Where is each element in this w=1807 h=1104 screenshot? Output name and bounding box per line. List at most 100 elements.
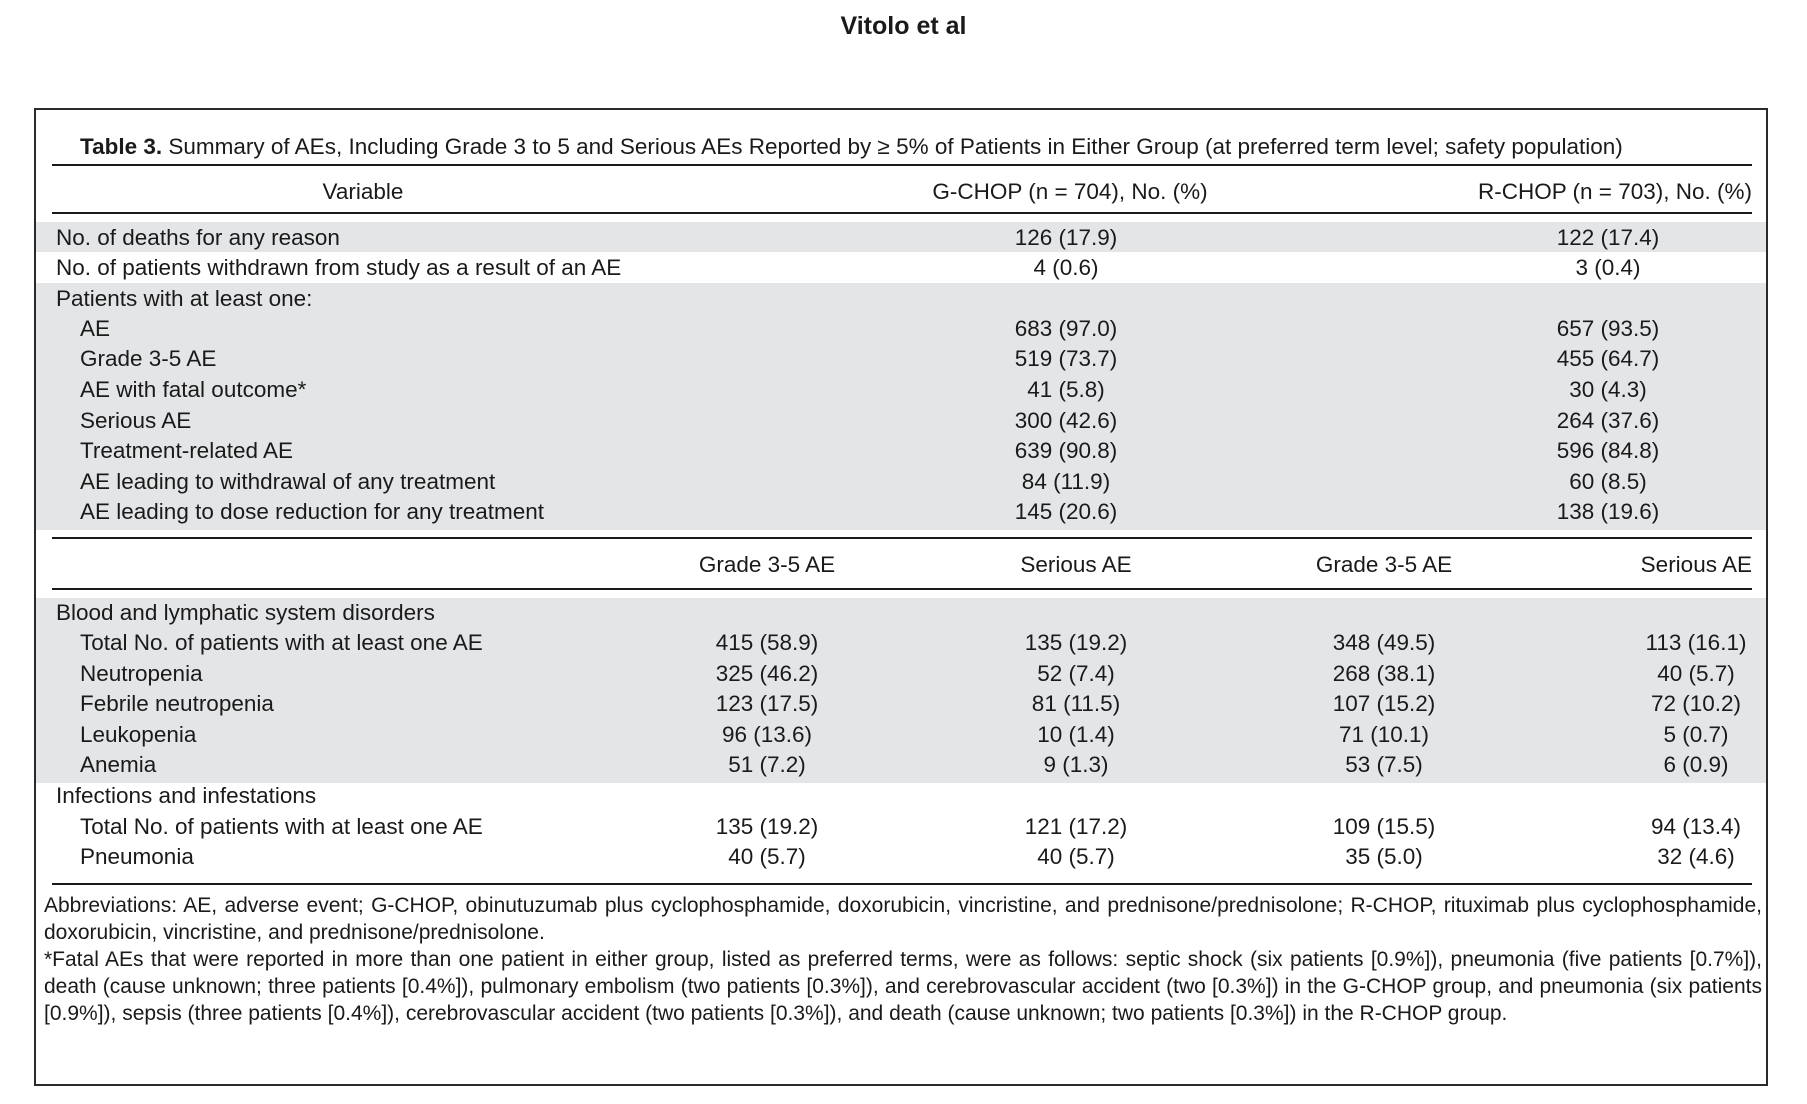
- table-row: AE 683 (97.0) 657 (93.5): [0, 314, 1807, 344]
- cell-gchop-serious: 81 (11.5): [1031, 691, 1121, 716]
- cell-rchop-serious: 6 (0.9): [1663, 752, 1729, 777]
- header-row-1: Variable G-CHOP (n = 704), No. (%) R-CHO…: [0, 177, 1807, 207]
- cell-rchop: 60 (8.5): [1569, 469, 1647, 494]
- cell-rchop-grade: 109 (15.5): [1332, 814, 1436, 839]
- cell-gchop-serious: 121 (17.2): [1024, 814, 1128, 839]
- shade-band-patients: [36, 283, 1766, 530]
- shade-band-blood: [36, 598, 1766, 783]
- cell-rchop-grade: 53 (7.5): [1345, 752, 1423, 777]
- cell-gchop-grade: 40 (5.7): [728, 844, 806, 869]
- row-label: Serious AE: [80, 408, 192, 433]
- table-row: No. of patients withdrawn from study as …: [0, 253, 1807, 283]
- cell-gchop-grade: 135 (19.2): [715, 814, 819, 839]
- cell-gchop-serious: 52 (7.4): [1037, 661, 1115, 686]
- table-row: Neutropenia 325 (46.2) 52 (7.4) 268 (38.…: [0, 659, 1807, 689]
- cell-rchop: 657 (93.5): [1556, 316, 1660, 341]
- cell-rchop: 455 (64.7): [1556, 346, 1660, 371]
- rule-top: [52, 164, 1752, 166]
- table-row: AE with fatal outcome* 41 (5.8) 30 (4.3): [0, 375, 1807, 405]
- cell-rchop: 122 (17.4): [1556, 225, 1660, 250]
- row-label: Treatment-related AE: [80, 438, 294, 463]
- row-label: No. of deaths for any reason: [56, 225, 340, 250]
- cell-gchop: 126 (17.9): [1014, 225, 1118, 250]
- table-row: Grade 3-5 AE 519 (73.7) 455 (64.7): [0, 344, 1807, 374]
- col-header-rchop-grade: Grade 3-5 AE: [1315, 552, 1453, 577]
- table-row: AE leading to dose reduction for any tre…: [0, 497, 1807, 527]
- table-row: AE leading to withdrawal of any treatmen…: [0, 467, 1807, 497]
- cell-rchop-serious: 40 (5.7): [1657, 661, 1735, 686]
- cell-gchop: 41 (5.8): [1027, 377, 1105, 402]
- rule-header1: [52, 212, 1752, 214]
- section-row: Blood and lymphatic system disorders: [0, 598, 1807, 628]
- rule-bottom: [52, 883, 1752, 885]
- cell-rchop: 30 (4.3): [1569, 377, 1647, 402]
- table-row: Febrile neutropenia 123 (17.5) 81 (11.5)…: [0, 689, 1807, 719]
- cell-rchop: 138 (19.6): [1556, 499, 1660, 524]
- table-frame: [34, 108, 1768, 1086]
- row-label: AE leading to dose reduction for any tre…: [80, 499, 545, 524]
- table-row: No. of deaths for any reason 126 (17.9) …: [0, 223, 1807, 253]
- row-label: AE with fatal outcome*: [80, 377, 307, 402]
- row-label: Total No. of patients with at least one …: [80, 630, 483, 655]
- cell-rchop-serious: 72 (10.2): [1650, 691, 1742, 716]
- row-label: AE: [80, 316, 111, 341]
- row-label: Leukopenia: [80, 722, 197, 747]
- cell-rchop-grade: 71 (10.1): [1338, 722, 1430, 747]
- col-header-gchop-serious: Serious AE: [1020, 552, 1132, 577]
- cell-rchop-serious: 5 (0.7): [1663, 722, 1729, 747]
- table-row: Patients with at least one:: [0, 284, 1807, 314]
- table-footnotes: Abbreviations: AE, adverse event; G-CHOP…: [44, 892, 1762, 1027]
- footnote-abbreviations: Abbreviations: AE, adverse event; G-CHOP…: [44, 894, 1762, 944]
- cell-gchop-serious: 9 (1.3): [1043, 752, 1109, 777]
- cell-rchop-grade: 35 (5.0): [1345, 844, 1423, 869]
- row-label: Grade 3-5 AE: [80, 346, 217, 371]
- cell-gchop-grade: 415 (58.9): [715, 630, 819, 655]
- cell-rchop-serious: 32 (4.6): [1657, 844, 1735, 869]
- cell-gchop-serious: 135 (19.2): [1024, 630, 1128, 655]
- cell-rchop: 264 (37.6): [1556, 408, 1660, 433]
- section-row: Infections and infestations: [0, 781, 1807, 811]
- cell-rchop-serious: 113 (16.1): [1645, 630, 1747, 655]
- table-label: Table 3.: [80, 134, 163, 159]
- cell-rchop-grade: 348 (49.5): [1332, 630, 1436, 655]
- row-label: Pneumonia: [80, 844, 194, 869]
- col-header-rchop: R-CHOP (n = 703), No. (%): [1477, 179, 1752, 204]
- table-caption: Table 3. Summary of AEs, Including Grade…: [80, 134, 1623, 160]
- cell-gchop-serious: 40 (5.7): [1037, 844, 1115, 869]
- cell-gchop-grade: 325 (46.2): [715, 661, 819, 686]
- cell-gchop: 683 (97.0): [1014, 316, 1118, 341]
- cell-gchop-grade: 123 (17.5): [715, 691, 819, 716]
- row-label: Total No. of patients with at least one …: [80, 814, 483, 839]
- table-row: Total No. of patients with at least one …: [0, 812, 1807, 842]
- row-label: Neutropenia: [80, 661, 203, 686]
- cell-gchop-grade: 96 (13.6): [721, 722, 813, 747]
- row-label: Febrile neutropenia: [80, 691, 274, 716]
- footnote-fatal-aes: *Fatal AEs that were reported in more th…: [44, 948, 1762, 1025]
- rule-header2: [52, 588, 1752, 590]
- col-header-variable: Variable: [322, 179, 404, 204]
- table-row: Total No. of patients with at least one …: [0, 628, 1807, 658]
- cell-rchop: 3 (0.4): [1575, 255, 1641, 280]
- row-label: AE leading to withdrawal of any treatmen…: [80, 469, 496, 494]
- col-header-rchop-serious: Serious AE: [1640, 552, 1752, 577]
- table-row: Pneumonia 40 (5.7) 40 (5.7) 35 (5.0) 32 …: [0, 842, 1807, 872]
- rule-mid: [52, 537, 1752, 539]
- table-row: Leukopenia 96 (13.6) 10 (1.4) 71 (10.1) …: [0, 720, 1807, 750]
- cell-gchop-serious: 10 (1.4): [1037, 722, 1115, 747]
- cell-gchop: 84 (11.9): [1021, 469, 1111, 494]
- table-row: Anemia 51 (7.2) 9 (1.3) 53 (7.5) 6 (0.9): [0, 750, 1807, 780]
- cell-gchop: 519 (73.7): [1014, 346, 1118, 371]
- cell-gchop: 300 (42.6): [1014, 408, 1118, 433]
- cell-rchop-grade: 107 (15.2): [1332, 691, 1436, 716]
- row-label: Anemia: [80, 752, 157, 777]
- shade-band-deaths: [36, 222, 1766, 252]
- row-label: Patients with at least one:: [56, 286, 313, 311]
- cell-gchop: 4 (0.6): [1033, 255, 1099, 280]
- cell-gchop: 145 (20.6): [1014, 499, 1118, 524]
- cell-rchop: 596 (84.8): [1556, 438, 1660, 463]
- col-header-gchop: G-CHOP (n = 704), No. (%): [932, 179, 1208, 204]
- row-label: No. of patients withdrawn from study as …: [56, 255, 622, 280]
- table-title: Summary of AEs, Including Grade 3 to 5 a…: [168, 134, 1623, 159]
- col-header-gchop-grade: Grade 3-5 AE: [698, 552, 836, 577]
- cell-rchop-serious: 94 (13.4): [1650, 814, 1742, 839]
